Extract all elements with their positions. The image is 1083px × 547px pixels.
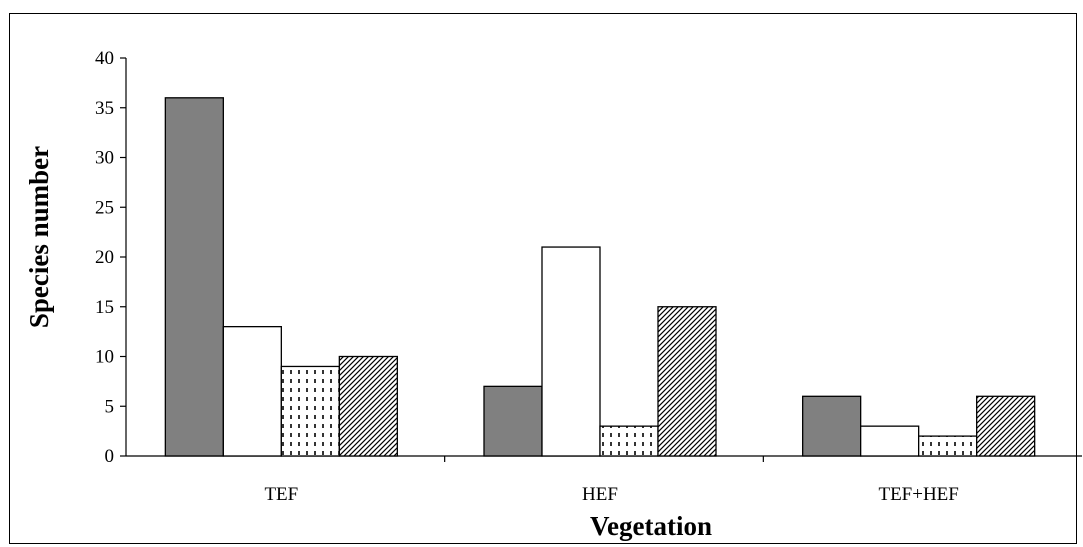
bar xyxy=(976,395,1036,457)
bar xyxy=(483,385,543,457)
y-tick-label: 40 xyxy=(95,48,114,69)
x-axis-title: Vegetation xyxy=(590,511,712,541)
x-category-label: HEF xyxy=(582,484,618,505)
y-tick-label: 25 xyxy=(95,197,114,218)
bar xyxy=(222,325,282,457)
bar xyxy=(802,395,862,457)
bar xyxy=(918,435,978,457)
y-tick-label: 20 xyxy=(95,247,114,268)
y-axis-title: Species number xyxy=(24,146,54,328)
bar xyxy=(541,246,601,457)
y-tick-label: 15 xyxy=(95,297,114,318)
bar xyxy=(280,365,340,457)
bar xyxy=(657,306,717,457)
y-tick-label: 5 xyxy=(105,396,115,417)
bar xyxy=(860,425,920,457)
y-tick-label: 30 xyxy=(95,148,114,169)
bar xyxy=(164,97,224,457)
x-category-label: TEF xyxy=(264,484,298,505)
y-tick-label: 35 xyxy=(95,98,114,119)
bar xyxy=(599,425,659,457)
y-tick-label: 0 xyxy=(105,446,115,467)
y-tick-label: 10 xyxy=(95,347,114,368)
bar xyxy=(338,355,398,457)
x-category-label: TEF+HEF xyxy=(878,484,958,505)
